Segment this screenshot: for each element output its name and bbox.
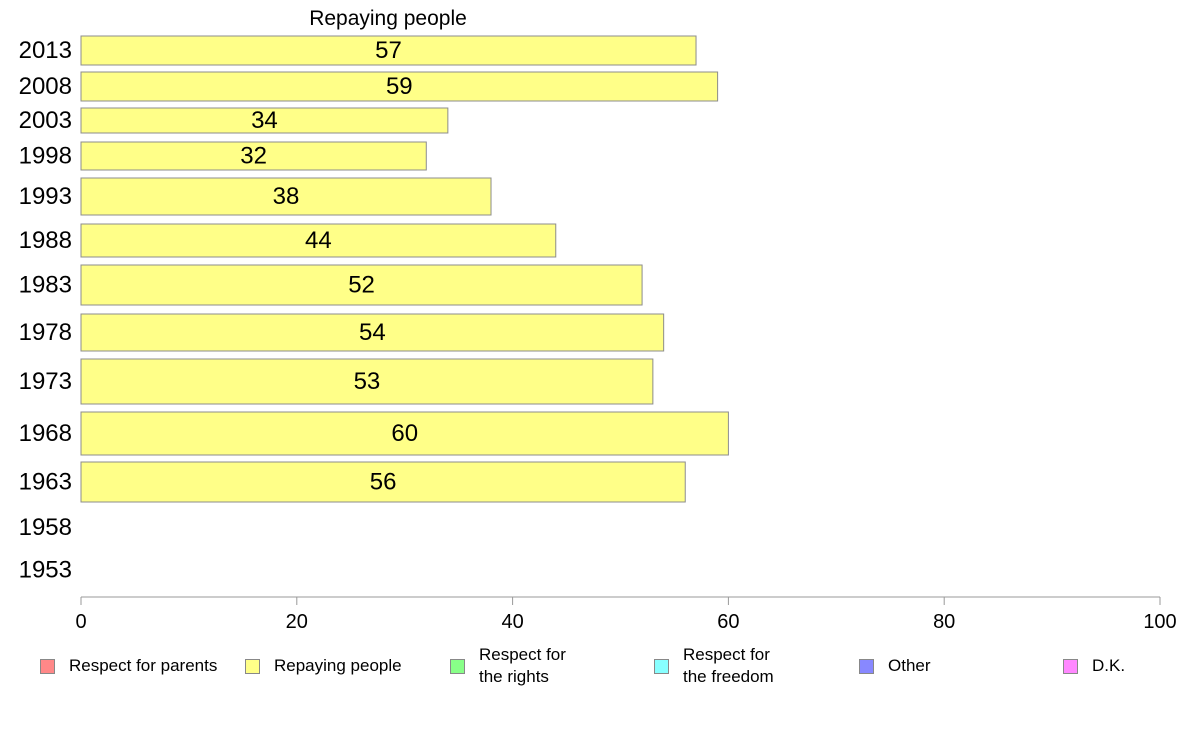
y-tick-label: 1958 [19,514,72,541]
legend-swatch [859,658,874,674]
legend-item-repaying-people: Repaying people [245,655,402,677]
legend-swatch [245,658,260,674]
y-tick-label: 1993 [19,183,72,210]
bar [80,35,697,66]
x-tick-label: 0 [75,611,86,633]
bar [80,461,686,503]
y-tick-label: 1978 [19,319,72,346]
y-tick-label: 1953 [19,557,72,584]
data-label: 59 [386,73,413,100]
bar [80,223,557,258]
legend-item-respect-for-the-freedom: Respect for the freedom [654,644,774,688]
bar [80,313,665,352]
y-tick-label: 1973 [19,368,72,395]
bar [80,71,719,102]
legend-item-dk: D.K. [1063,655,1125,677]
y-tick-label: 1968 [19,420,72,447]
y-tick-label: 1998 [19,143,72,170]
y-tick-label: 1988 [19,227,72,254]
y-tick-label: 2008 [19,73,72,100]
x-tick-label: 40 [501,611,523,633]
chart-title: Repaying people [309,7,467,30]
legend-label: D.K. [1092,656,1126,675]
y-tick-label: 2003 [19,107,72,134]
bar-chart: 2013 57 2008 59 2003 34 1998 32 1993 38 1988 44 1983… [19,35,1177,633]
x-tick-label: 80 [933,611,955,633]
y-tick-label: 1983 [19,272,72,299]
bar [80,107,449,134]
y-tick-label: 2013 [19,37,72,64]
bar [80,177,492,216]
legend-swatch [1063,658,1078,674]
legend-item-other: Other [859,655,931,677]
legend-item-respect-for-the-rights: Respect for the rights [450,644,566,688]
data-label: 53 [354,368,381,395]
legend-label: Respect for the rights [479,645,566,686]
bar [80,141,427,171]
data-label: 60 [391,420,418,447]
legend-label: Respect for parents [69,656,218,675]
x-tick-label: 60 [717,611,739,633]
legend-label: Respect for the freedom [683,645,774,686]
bar [80,358,654,405]
legend-label: Repaying people [274,656,402,675]
legend-swatch [654,658,669,674]
legend-label: Other [888,656,931,675]
legend-swatch [450,658,465,674]
data-label: 57 [375,37,402,64]
data-label: 34 [251,107,278,134]
data-label: 56 [370,469,397,496]
bar [80,264,643,306]
data-label: 38 [273,183,300,210]
legend: Respect for parents Repaying people Resp… [0,640,1188,700]
legend-swatch [40,658,55,674]
legend-item-respect-for-parents: Respect for parents [40,655,217,677]
data-label: 32 [240,143,267,170]
y-tick-label: 1963 [19,469,72,496]
data-label: 54 [359,319,386,346]
data-label: 52 [348,272,375,299]
data-label: 44 [305,227,332,254]
bar [80,411,729,456]
x-tick-label: 20 [286,611,308,633]
x-tick-label: 100 [1143,611,1176,633]
